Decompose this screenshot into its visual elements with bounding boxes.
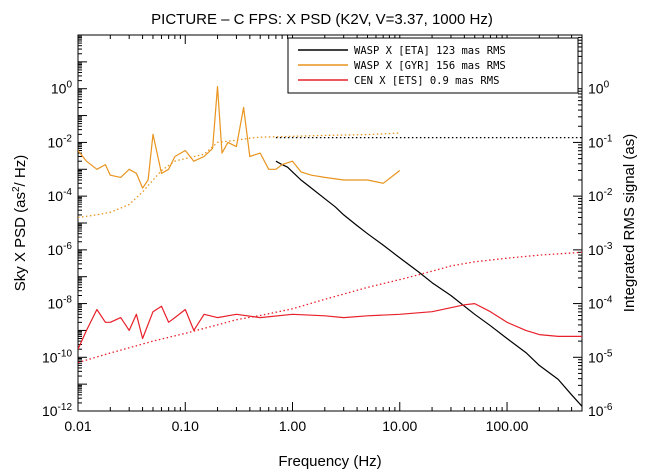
- series-group: [78, 85, 582, 407]
- tick-labels: 0.01 0.10 1.00 10.00 100.00 10-12 10-10 10-8 10-…: [42, 80, 613, 434]
- legend-entry-1: WASP X [GYR] 156 mas RMS: [354, 60, 506, 72]
- x-tick-label: 1.00: [279, 418, 306, 434]
- y-axis-left-label-main: Sky X PSD (as: [12, 192, 29, 291]
- chart-title: PICTURE – C FPS: X PSD (K2V, V=3.37, 100…: [151, 11, 493, 28]
- series-line-5: [78, 251, 582, 364]
- y-axis-left-label-sup: 2: [11, 186, 22, 192]
- legend-entry-2: CEN X [ETS] 0.9 mas RMS: [354, 75, 499, 87]
- axis-ticks: [77, 35, 583, 412]
- y-right-tick-label: 10-1: [588, 133, 613, 150]
- series-line-0: [275, 160, 582, 407]
- x-tick-label: 100.00: [486, 418, 529, 434]
- series-line-2: [78, 303, 582, 350]
- y-left-tick-label: 100: [51, 80, 73, 97]
- y-right-tick-label: 100: [588, 80, 610, 97]
- x-tick-label: 0.01: [64, 418, 91, 434]
- x-tick-label: 0.10: [172, 418, 199, 434]
- x-tick-label: 10.00: [382, 418, 417, 434]
- y-right-tick-label: 10-3: [588, 241, 613, 258]
- y-left-tick-label: 10-10: [42, 348, 72, 365]
- y-right-tick-label: 10-6: [588, 402, 613, 419]
- legend: WASP X [ETA] 123 mas RMS WASP X [GYR] 15…: [287, 37, 579, 94]
- y-left-tick-label: 10-2: [48, 133, 73, 150]
- y-axis-right-label: Integrated RMS signal (as): [621, 134, 638, 312]
- y-left-tick-label: 10-4: [48, 187, 73, 204]
- y-axis-left-label: Sky X PSD (as2/ Hz): [11, 155, 29, 291]
- y-axis-left-label-tail: / Hz): [12, 155, 29, 187]
- legend-entry-0: WASP X [ETA] 123 mas RMS: [354, 45, 506, 57]
- y-right-tick-label: 10-5: [588, 348, 613, 365]
- series-line-3: [78, 132, 400, 219]
- y-right-tick-label: 10-2: [588, 187, 613, 204]
- series-line-1: [78, 85, 401, 189]
- y-left-tick-label: 10-8: [48, 295, 73, 312]
- y-left-tick-label: 10-12: [42, 402, 72, 419]
- y-right-tick-label: 10-4: [588, 295, 613, 312]
- x-axis-label: Frequency (Hz): [278, 453, 381, 470]
- y-left-tick-label: 10-6: [48, 241, 73, 258]
